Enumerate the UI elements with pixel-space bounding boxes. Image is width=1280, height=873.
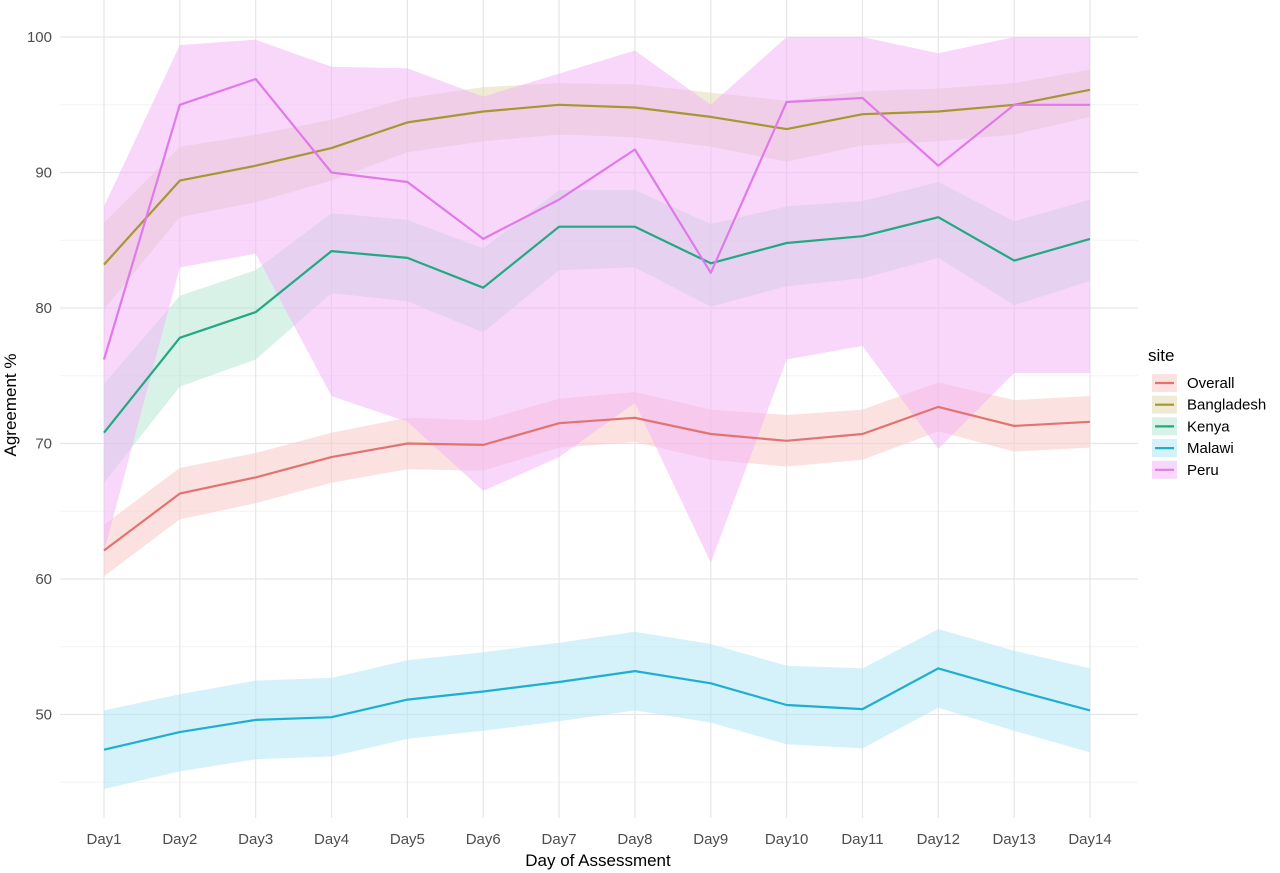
- legend-title: site: [1148, 346, 1174, 365]
- x-tick-label: Day13: [992, 831, 1035, 848]
- x-tick-label: Day11: [841, 831, 883, 848]
- x-tick-label: Day2: [162, 831, 197, 848]
- legend-label-kenya: Kenya: [1187, 418, 1230, 435]
- legend-label-overall: Overall: [1187, 375, 1235, 392]
- series-line-malawi: [103, 667, 1091, 751]
- legend-label-bangladesh: Bangladesh: [1187, 397, 1266, 414]
- y-tick-label: 60: [35, 571, 52, 588]
- x-tick-label: Day10: [765, 831, 808, 848]
- confidence-band-malawi: [104, 629, 1090, 789]
- x-axis-title: Day of Assessment: [525, 851, 671, 870]
- legend-label-peru: Peru: [1187, 462, 1219, 479]
- x-tick-label: Day14: [1068, 831, 1111, 848]
- confidence-band-overall: [104, 382, 1090, 577]
- series-line-bangladesh: [103, 88, 1091, 266]
- x-tick-label: Day5: [390, 831, 425, 848]
- y-axis-title: Agreement %: [1, 354, 20, 457]
- x-tick-label: Day12: [917, 831, 960, 848]
- y-tick-label: 70: [35, 436, 52, 453]
- x-tick-label: Day8: [617, 831, 652, 848]
- y-tick-label: 50: [35, 707, 52, 724]
- x-tick-label: Day1: [86, 831, 121, 848]
- confidence-band-peru: [104, 37, 1090, 563]
- x-tick-label: Day7: [542, 831, 577, 848]
- x-tick-label: Day9: [693, 831, 728, 848]
- y-axis-ticks: 50 60 70 80 90 100: [27, 29, 52, 724]
- confidence-bands: [104, 37, 1090, 789]
- y-tick-label: 100: [27, 29, 52, 46]
- series-line-kenya: [103, 216, 1091, 434]
- x-tick-label: Day6: [466, 831, 501, 848]
- legend: site Overall Bangladesh Kenya Malawi Peru: [1148, 346, 1266, 479]
- y-tick-label: 90: [35, 165, 52, 182]
- series-lines: [102, 77, 1091, 751]
- y-tick-label: 80: [35, 300, 52, 317]
- series-line-overall: [103, 405, 1091, 552]
- x-tick-label: Day3: [238, 831, 273, 848]
- x-tick-label: Day4: [314, 831, 349, 848]
- series-line-peru: [102, 77, 1090, 360]
- legend-label-malawi: Malawi: [1187, 440, 1234, 457]
- x-axis-ticks: Day1 Day2 Day3 Day4 Day5 Day6 Day7 Day8 Day9 Day1…: [86, 831, 1111, 848]
